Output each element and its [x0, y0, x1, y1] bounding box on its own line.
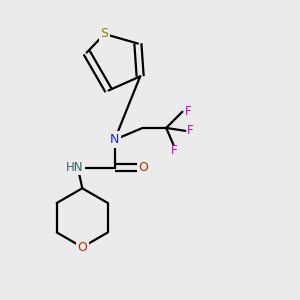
Text: F: F	[171, 144, 178, 157]
Text: F: F	[184, 105, 191, 118]
Text: S: S	[100, 28, 109, 40]
Text: HN: HN	[66, 161, 84, 174]
Text: N: N	[110, 133, 119, 146]
Text: O: O	[138, 161, 148, 174]
Text: O: O	[77, 241, 87, 254]
Text: F: F	[187, 124, 194, 137]
